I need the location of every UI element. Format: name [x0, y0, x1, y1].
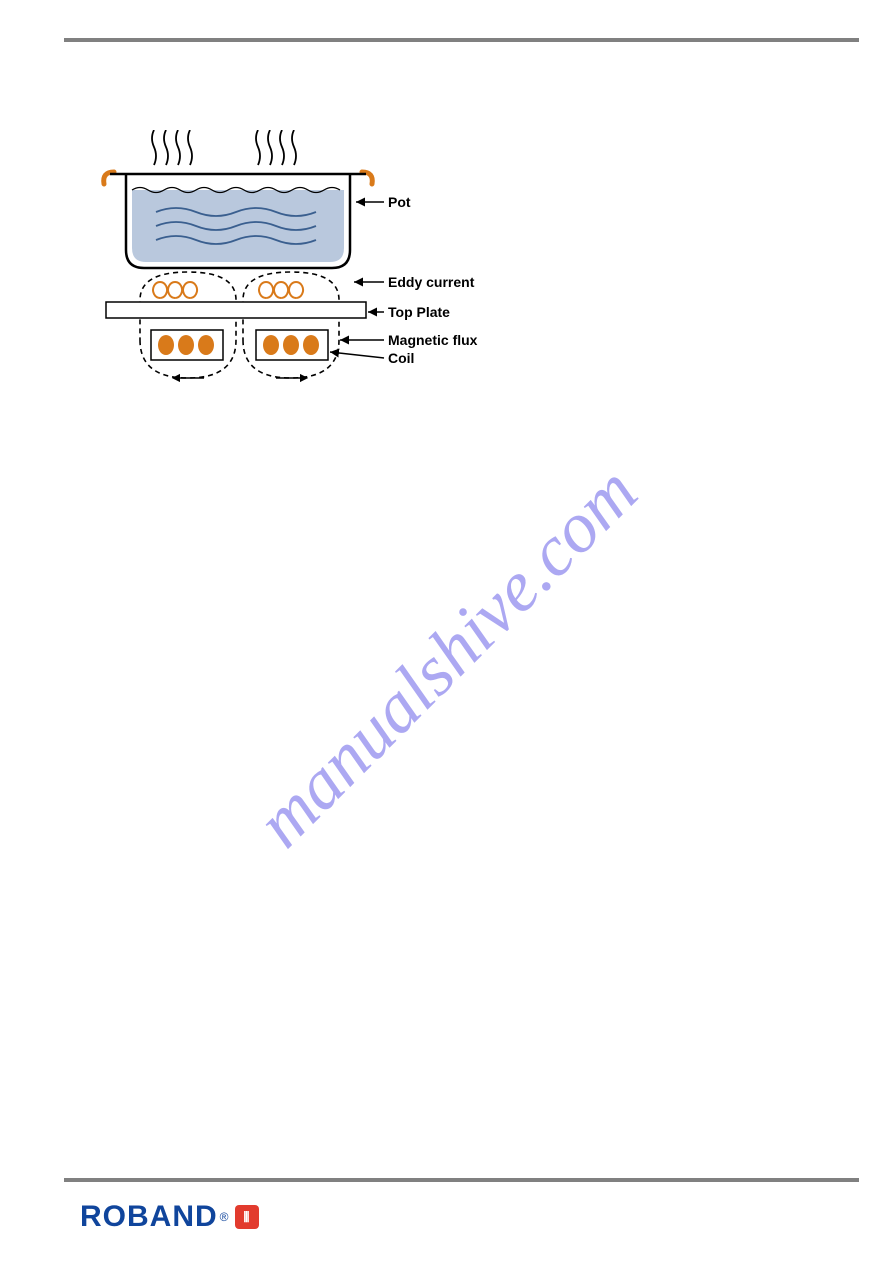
steam-icon	[152, 130, 296, 165]
coil-icon	[151, 330, 328, 360]
pot-icon	[104, 172, 373, 268]
registered-icon: ®	[220, 1210, 229, 1224]
label-plate: Top Plate	[388, 304, 450, 320]
induction-diagram: Pot Eddy current Top Plate Magnetic flux…	[96, 130, 516, 410]
brand-badge-icon: ⦀	[235, 1205, 259, 1229]
footer-rule	[64, 1178, 859, 1182]
eddy-current-icon	[153, 282, 303, 298]
watermark-text: manualshive.com	[240, 450, 654, 864]
header-rule	[64, 38, 859, 42]
label-pot: Pot	[388, 194, 411, 210]
flux-loops-icon	[140, 272, 339, 378]
label-flux: Magnetic flux	[388, 332, 478, 348]
brand-word: ROBAND	[80, 1200, 218, 1234]
label-coil: Coil	[388, 350, 414, 366]
brand-logo: ROBAND ® ⦀	[80, 1200, 259, 1234]
top-plate-icon	[106, 302, 366, 318]
label-eddy: Eddy current	[388, 274, 475, 290]
